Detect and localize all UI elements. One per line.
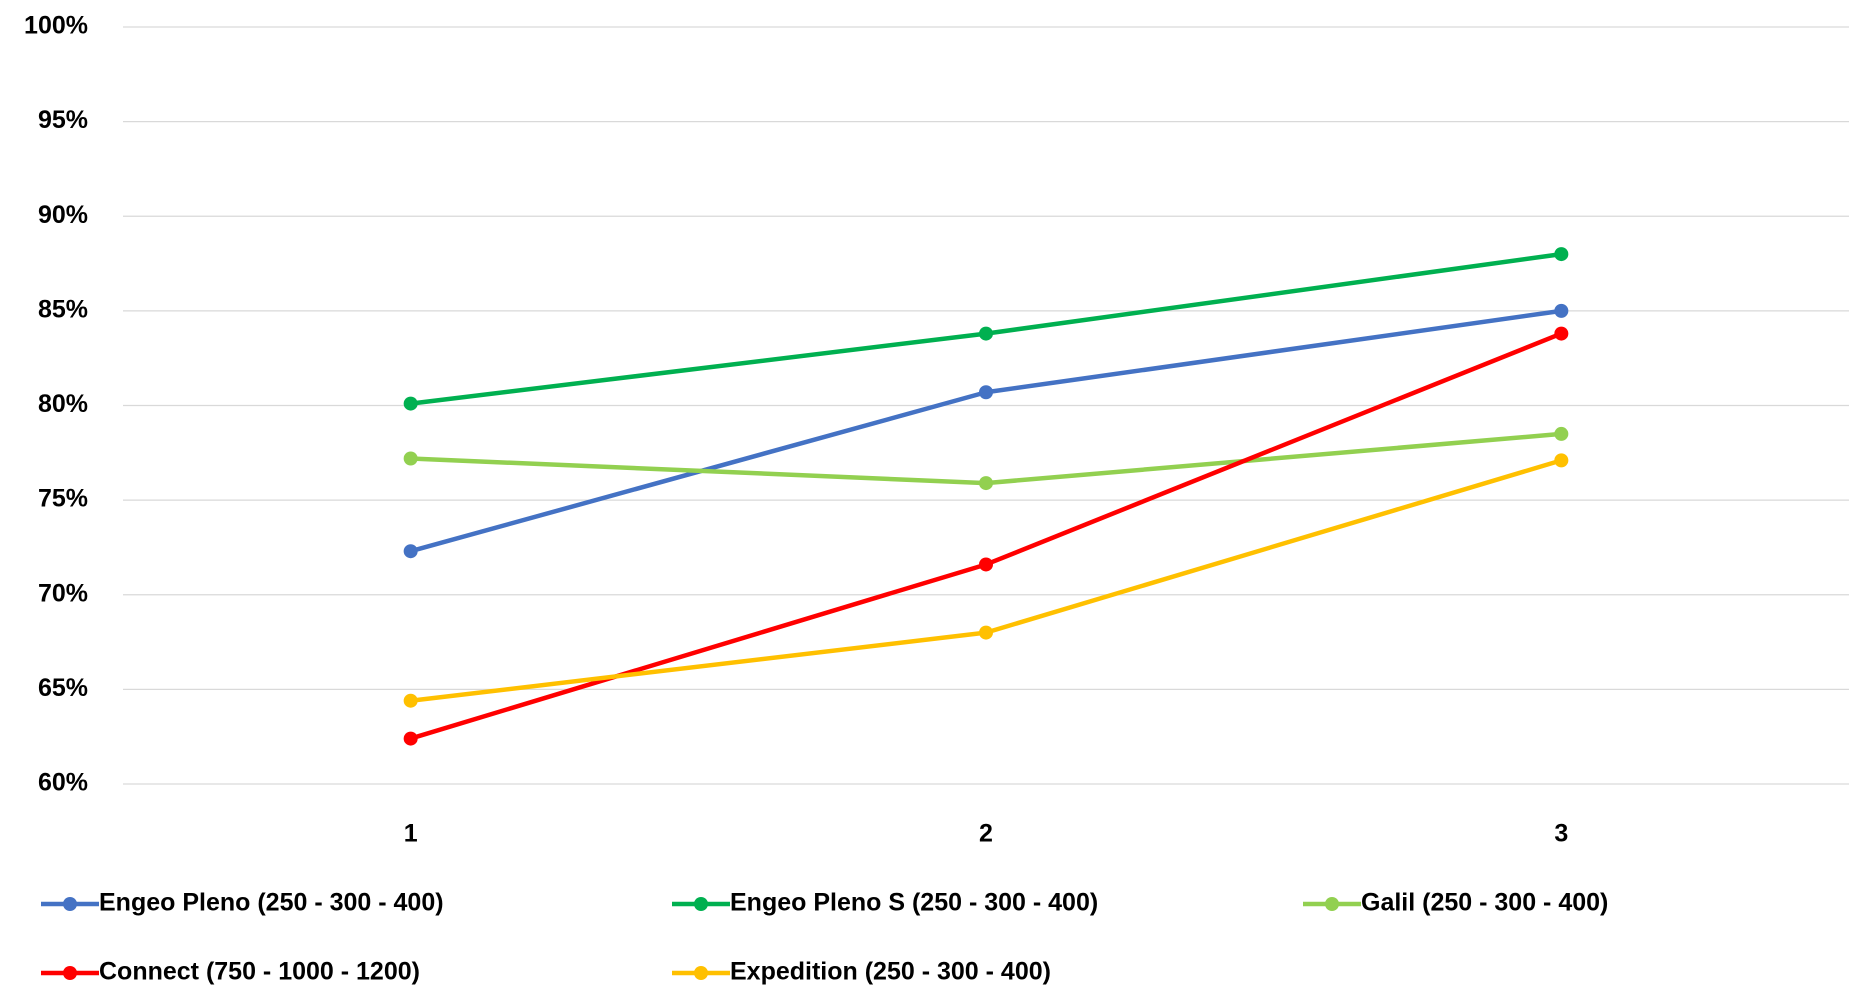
legend-marker (694, 897, 708, 911)
data-point (979, 625, 993, 640)
data-point (1554, 426, 1569, 441)
x-tick-label: 2 (979, 820, 993, 848)
data-point (403, 693, 418, 708)
y-tick-label: 70% (38, 579, 88, 607)
y-tick-label: 85% (38, 295, 88, 323)
y-tick-label: 65% (38, 674, 88, 702)
x-tick-label: 1 (404, 820, 418, 848)
data-point (1554, 453, 1569, 468)
y-tick-label: 80% (38, 390, 88, 418)
legend-label: Engeo Pleno S (250 - 300 - 400) (730, 889, 1098, 917)
legend-marker (1325, 897, 1339, 911)
data-point (1554, 326, 1569, 341)
data-point (979, 476, 993, 491)
data-point (979, 385, 993, 400)
data-point (403, 731, 418, 746)
data-point (403, 451, 418, 466)
series-line (410, 308, 1562, 554)
data-point (403, 544, 418, 559)
data-point (979, 326, 993, 341)
legend-marker (694, 966, 708, 980)
y-tick-label: 100% (24, 12, 88, 40)
legend-label: Connect (750 - 1000 - 1200) (99, 958, 420, 986)
legend-label: Galil (250 - 300 - 400) (1361, 889, 1608, 917)
data-point (1554, 247, 1569, 262)
legend-label: Expedition (250 - 300 - 400) (730, 958, 1051, 986)
y-tick-label: 60% (38, 769, 88, 797)
series-line (410, 458, 1562, 703)
data-point (403, 396, 418, 411)
y-tick-label: 95% (38, 106, 88, 134)
legend-marker (63, 897, 77, 911)
data-point (1554, 303, 1569, 318)
y-tick-label: 75% (38, 485, 88, 513)
x-tick-label: 3 (1554, 820, 1568, 848)
y-tick-label: 90% (38, 201, 88, 229)
legend-marker (63, 966, 77, 980)
data-point (979, 557, 993, 572)
series-line (410, 431, 1562, 486)
legend-label: Engeo Pleno (250 - 300 - 400) (99, 889, 444, 917)
